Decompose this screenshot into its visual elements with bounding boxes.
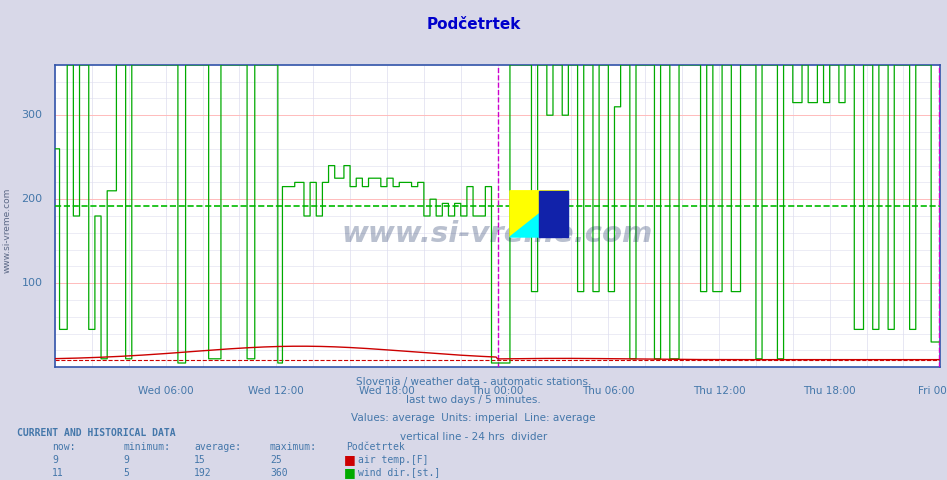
Text: vertical line - 24 hrs  divider: vertical line - 24 hrs divider — [400, 432, 547, 442]
Text: air temp.[F]: air temp.[F] — [358, 455, 428, 465]
Text: Podčetrtek: Podčetrtek — [346, 442, 404, 452]
Text: 300: 300 — [22, 110, 43, 120]
Text: 9: 9 — [52, 455, 58, 465]
Text: 192: 192 — [194, 468, 212, 478]
Text: Wed 12:00: Wed 12:00 — [248, 386, 304, 396]
Text: 11: 11 — [52, 468, 63, 478]
Text: maximum:: maximum: — [270, 442, 317, 452]
Text: Thu 00:00: Thu 00:00 — [472, 386, 524, 396]
Text: Values: average  Units: imperial  Line: average: Values: average Units: imperial Line: av… — [351, 413, 596, 423]
Text: 5: 5 — [123, 468, 129, 478]
Text: 100: 100 — [22, 278, 43, 288]
Text: last two days / 5 minutes.: last two days / 5 minutes. — [406, 395, 541, 405]
Polygon shape — [539, 191, 568, 237]
Text: Thu 18:00: Thu 18:00 — [803, 386, 856, 396]
Text: Thu 06:00: Thu 06:00 — [582, 386, 634, 396]
Polygon shape — [509, 191, 568, 237]
Text: Wed 06:00: Wed 06:00 — [138, 386, 193, 396]
Text: 9: 9 — [123, 455, 129, 465]
Text: 15: 15 — [194, 455, 205, 465]
Text: Wed 18:00: Wed 18:00 — [359, 386, 415, 396]
Text: average:: average: — [194, 442, 241, 452]
Text: now:: now: — [52, 442, 76, 452]
Text: wind dir.[st.]: wind dir.[st.] — [358, 468, 440, 478]
Text: www.si-vreme.com: www.si-vreme.com — [342, 220, 653, 248]
Text: 25: 25 — [270, 455, 281, 465]
Text: CURRENT AND HISTORICAL DATA: CURRENT AND HISTORICAL DATA — [17, 428, 176, 438]
Text: Slovenia / weather data - automatic stations.: Slovenia / weather data - automatic stat… — [356, 377, 591, 387]
Text: ■: ■ — [344, 453, 355, 466]
Text: minimum:: minimum: — [123, 442, 170, 452]
Text: Podčetrtek: Podčetrtek — [426, 17, 521, 32]
Text: 360: 360 — [270, 468, 288, 478]
Text: Thu 12:00: Thu 12:00 — [692, 386, 745, 396]
Text: Fri 00:00: Fri 00:00 — [918, 386, 947, 396]
Text: ■: ■ — [344, 466, 355, 479]
Text: www.si-vreme.com: www.si-vreme.com — [3, 188, 12, 273]
Polygon shape — [509, 191, 568, 237]
Text: 200: 200 — [22, 194, 43, 204]
